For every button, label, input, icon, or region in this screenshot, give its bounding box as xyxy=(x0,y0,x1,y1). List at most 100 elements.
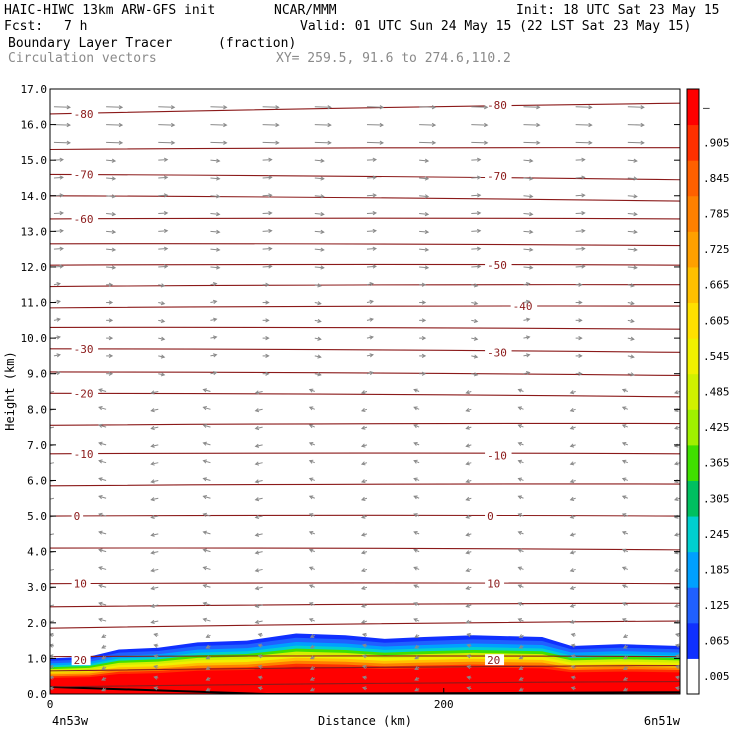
circulation-vector xyxy=(575,265,585,268)
circulation-vector xyxy=(575,230,585,232)
isotherm-line-1 xyxy=(50,664,680,672)
circulation-vector xyxy=(203,460,211,464)
circulation-vector-head xyxy=(59,157,64,162)
circulation-vector-head xyxy=(473,336,479,341)
circulation-vector-head xyxy=(414,634,419,638)
circulation-vector-head xyxy=(569,619,575,624)
circulation-vector-head xyxy=(309,644,315,649)
circulation-vector-head xyxy=(163,264,169,269)
circulation-vector-head xyxy=(517,602,523,607)
isotherm-label-bg xyxy=(485,99,512,111)
isotherm-line-8 xyxy=(50,483,680,487)
isotherm-label-bg xyxy=(71,654,91,666)
circulation-vector-head xyxy=(578,336,583,341)
circulation-vector-head xyxy=(118,140,124,145)
isotherm-line-6 xyxy=(50,547,680,551)
circulation-vector xyxy=(203,584,211,588)
circulation-vector xyxy=(210,177,220,180)
circulation-vector-head xyxy=(517,388,523,393)
circulation-vector xyxy=(210,230,220,233)
circulation-vector xyxy=(106,141,123,144)
y-tick-label: 14.0 xyxy=(21,190,48,203)
circulation-vector-head xyxy=(101,634,106,638)
colorbar-swatch xyxy=(687,622,699,659)
circulation-vector xyxy=(314,177,324,180)
circulation-vector xyxy=(98,495,107,499)
circulation-vector-head xyxy=(517,406,523,411)
circulation-vector-head xyxy=(202,512,207,517)
circulation-vector-head xyxy=(268,175,273,180)
circulation-vector-head xyxy=(254,390,260,395)
colorbar-swatch xyxy=(687,444,699,481)
circulation-vector-head xyxy=(320,211,325,217)
circulation-vector xyxy=(151,551,159,554)
isotherm-label: -40 xyxy=(513,300,533,313)
circulation-vector-head xyxy=(465,514,470,519)
circulation-vector-head xyxy=(98,548,103,553)
circulation-vector-head xyxy=(465,390,470,395)
title-left: HAIC-HIWC 13km ARW-GFS init xyxy=(4,3,216,18)
circulation-vector-head xyxy=(372,264,378,269)
isotherm-label-bg xyxy=(71,342,99,354)
circulation-vector xyxy=(255,497,263,501)
circulation-vector-head xyxy=(66,122,71,128)
circulation-vector-head xyxy=(621,566,627,571)
y-tick-label: 7.0 xyxy=(27,439,47,452)
circulation-vector-head xyxy=(569,532,575,537)
y-tick-label: 3.0 xyxy=(27,581,47,594)
circulation-vector-head xyxy=(569,443,575,448)
circulation-vector-head xyxy=(569,390,575,395)
circulation-vector xyxy=(471,194,481,197)
circulation-vector-head xyxy=(257,632,263,638)
circulation-vector xyxy=(158,159,168,161)
circulation-vector xyxy=(471,248,481,250)
isotherm-line-19 xyxy=(50,217,680,220)
colorbar-label: .845 xyxy=(703,172,730,185)
circulation-vector-head xyxy=(424,158,430,163)
circulation-vector xyxy=(314,124,331,126)
circulation-vector xyxy=(53,176,63,179)
circulation-vector xyxy=(203,549,211,553)
circulation-vector-head xyxy=(517,459,523,464)
circulation-vector-head xyxy=(529,211,534,217)
circulation-vector-head xyxy=(254,443,260,448)
colorbar-swatch xyxy=(687,160,699,197)
circulation-vector xyxy=(627,177,637,180)
circulation-vector xyxy=(151,444,159,447)
circulation-vector-head xyxy=(674,425,679,430)
circulation-vector-head xyxy=(424,247,430,252)
circulation-vector-head xyxy=(683,336,686,339)
circulation-vector-head xyxy=(517,618,523,623)
circulation-vector-head xyxy=(414,666,419,670)
circulation-vector xyxy=(575,248,585,250)
circulation-vector-head xyxy=(317,354,322,359)
circulation-vector-head xyxy=(360,514,366,519)
circulation-vector-head xyxy=(369,282,374,287)
circulation-vector-head xyxy=(683,371,686,374)
circulation-vector xyxy=(366,124,383,126)
colorbar-swatch xyxy=(687,373,699,410)
circulation-vector-head xyxy=(98,617,103,622)
circulation-vector-head xyxy=(205,687,210,692)
circulation-vector xyxy=(98,602,107,606)
circulation-vector-head xyxy=(66,105,71,110)
circulation-vector-head xyxy=(621,513,627,518)
circulation-vector-head xyxy=(101,687,106,692)
circulation-vector-head xyxy=(465,532,470,537)
circulation-vector-head xyxy=(59,246,64,251)
circulation-vector-head xyxy=(254,461,260,466)
circulation-vector-head xyxy=(622,687,628,692)
circulation-vector-head xyxy=(265,353,270,359)
circulation-vector-head xyxy=(254,550,260,555)
circulation-vector-head xyxy=(308,495,314,500)
circulation-vector xyxy=(158,141,175,144)
circulation-vector-head xyxy=(674,461,679,466)
circulation-vector xyxy=(210,106,227,108)
circulation-vector-head xyxy=(621,548,627,553)
circulation-vector-head xyxy=(308,618,314,623)
circulation-vector-head xyxy=(212,335,218,340)
circulation-vector-head xyxy=(360,619,366,624)
circulation-vector-head xyxy=(153,675,158,680)
isotherm-line-7 xyxy=(50,514,680,517)
circulation-vector xyxy=(255,586,263,590)
